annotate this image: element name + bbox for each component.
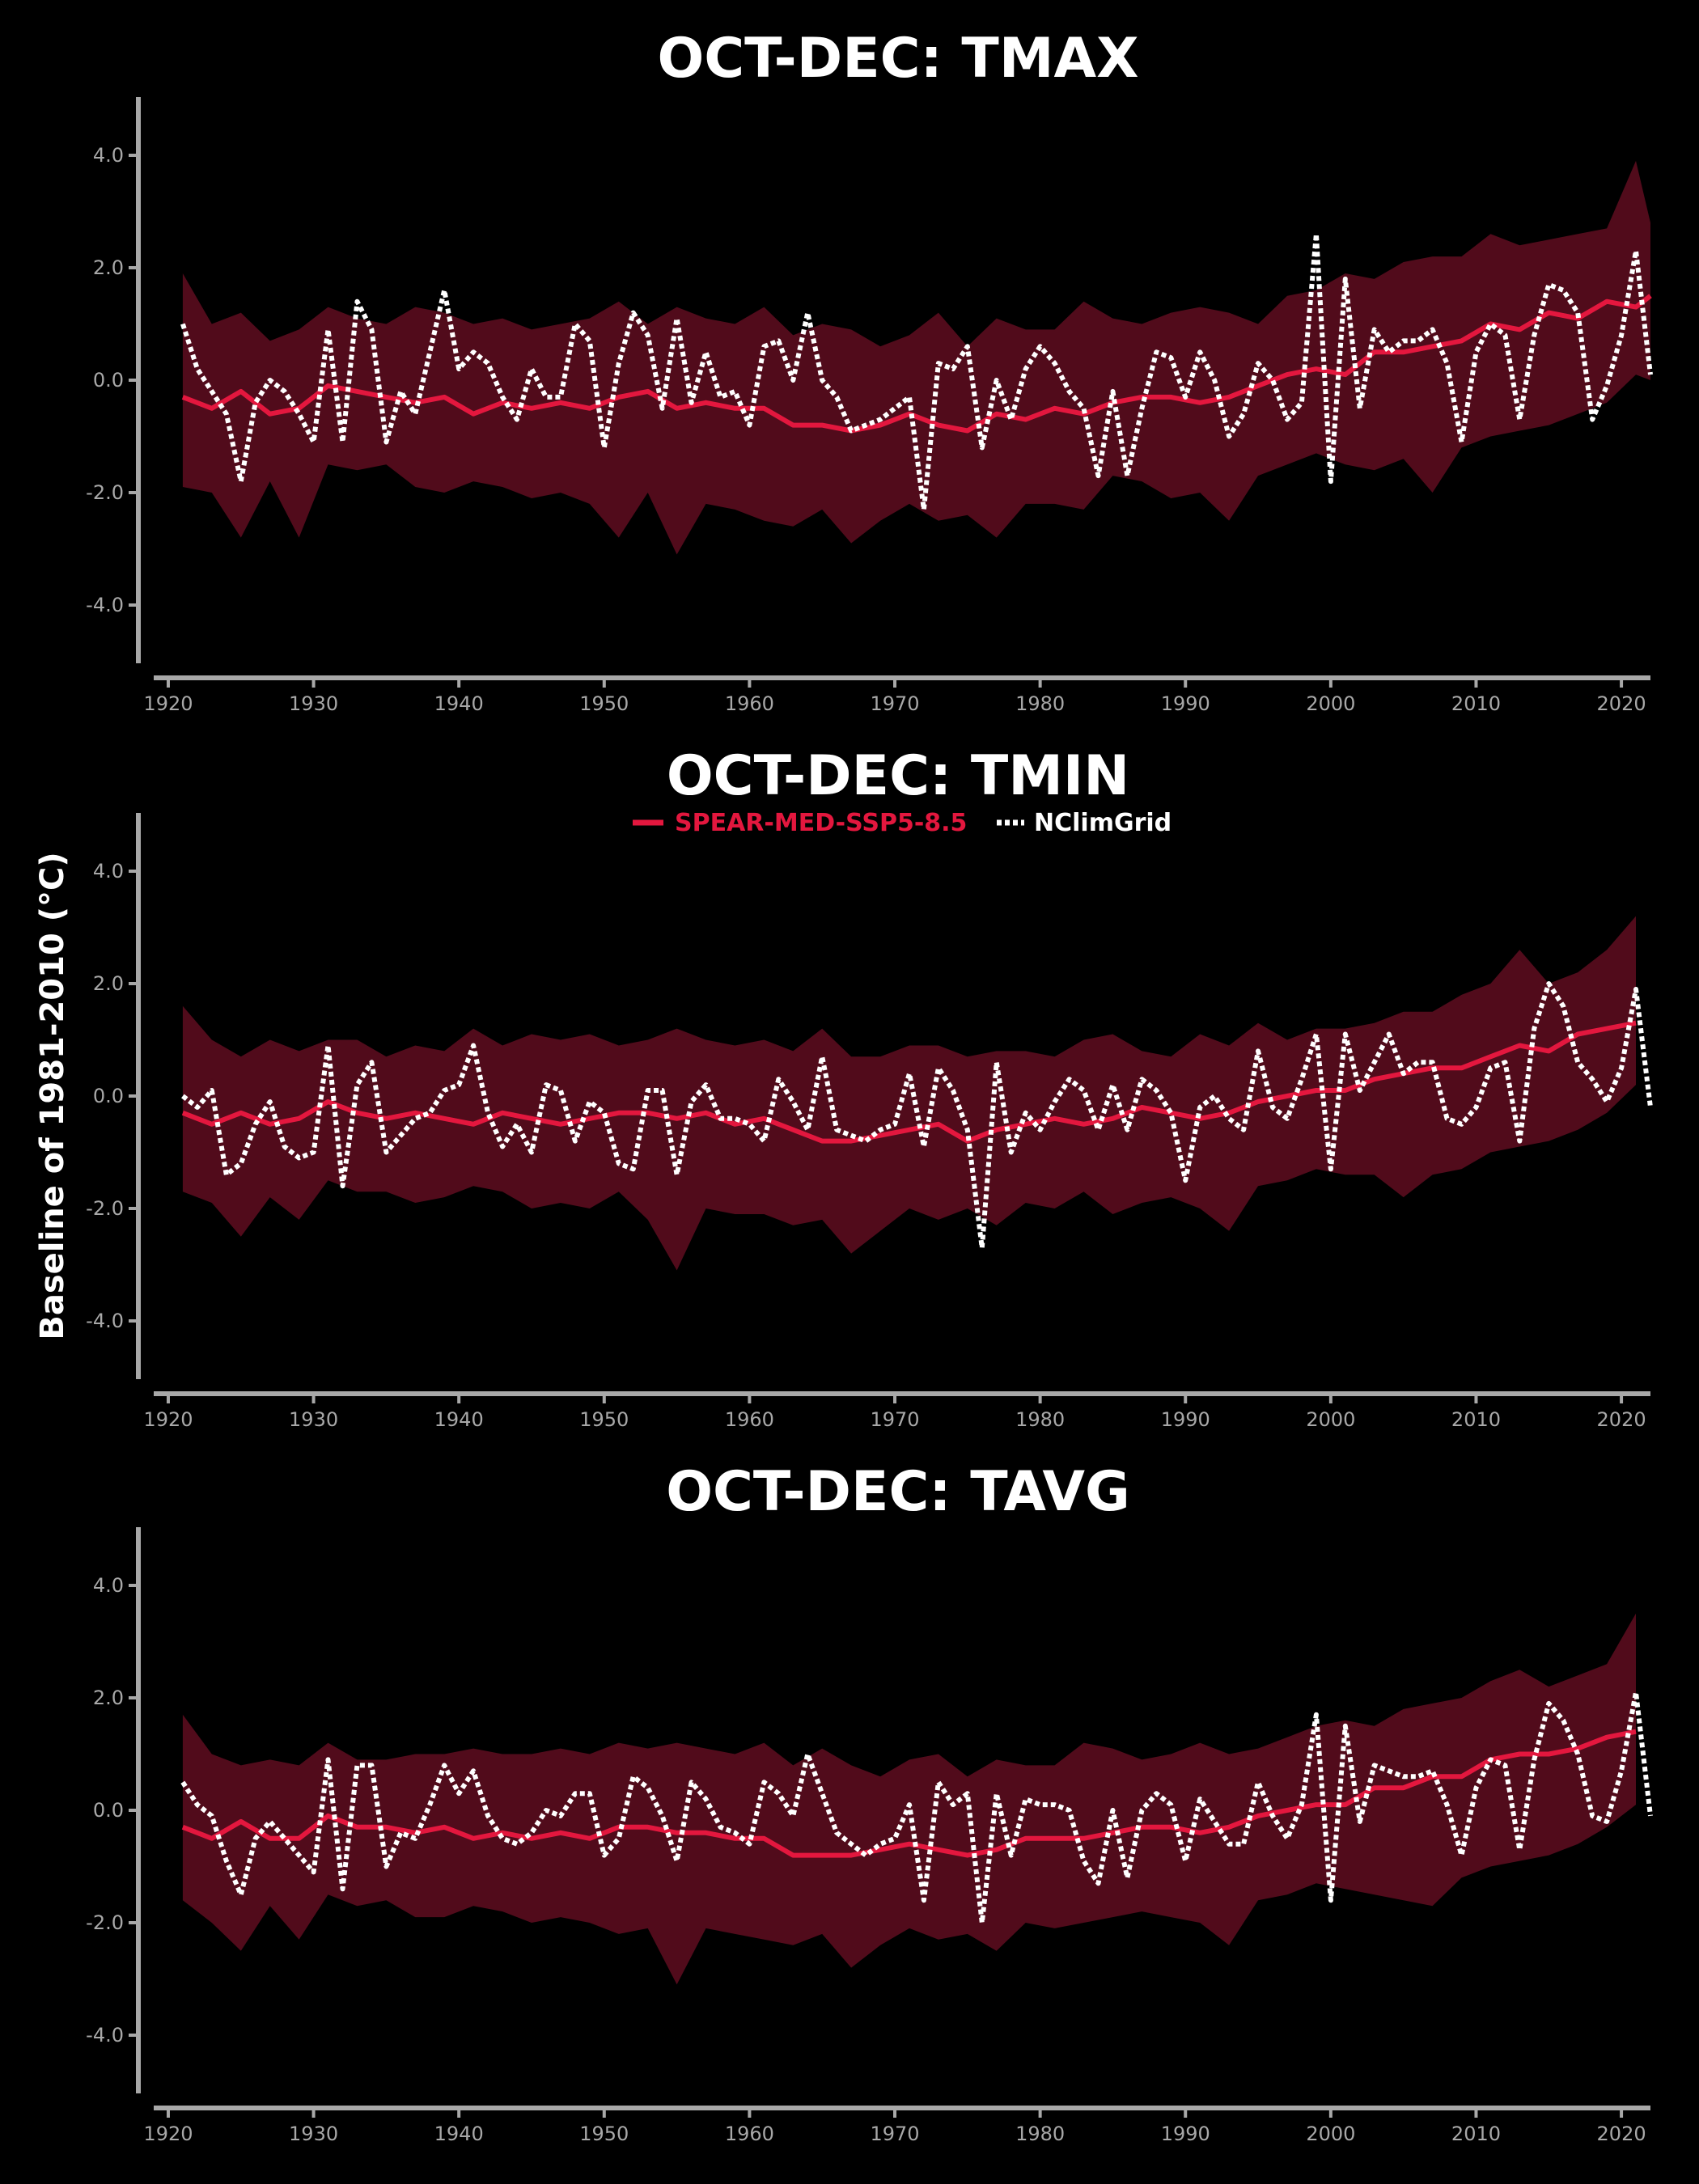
x-tick-label: 1970 xyxy=(870,2123,919,2145)
x-tick-label: 1950 xyxy=(579,2123,629,2145)
y-tick-label: -2.0 xyxy=(86,481,124,504)
x-tick-label: 1960 xyxy=(725,2123,774,2145)
x-tick-label: 1930 xyxy=(289,2123,338,2145)
x-tick-label: 2000 xyxy=(1306,692,1355,715)
x-tick-label: 2020 xyxy=(1597,692,1646,715)
x-tick-label: 1970 xyxy=(870,1408,919,1431)
x-tick-label: 1990 xyxy=(1161,692,1210,715)
x-tick-label: 1920 xyxy=(143,2123,193,2145)
panel-title-tavg: OCT-DEC: TAVG xyxy=(666,1460,1130,1524)
y-tick-label: 2.0 xyxy=(93,256,124,279)
x-tick-label: 1940 xyxy=(434,692,484,715)
y-tick-label: -2.0 xyxy=(86,1197,124,1220)
x-tick-label: 1990 xyxy=(1161,2123,1210,2145)
panel-title-tmin: OCT-DEC: TMIN xyxy=(667,744,1129,808)
y-tick-label: -4.0 xyxy=(86,594,124,616)
y-tick-label: 0.0 xyxy=(93,1799,124,1822)
x-tick-label: 1980 xyxy=(1015,1408,1065,1431)
x-tick-label: 2010 xyxy=(1451,1408,1501,1431)
x-tick-label: 2000 xyxy=(1306,1408,1355,1431)
y-axis-label: Baseline of 1981-2010 (°C) xyxy=(34,852,71,1340)
legend-model-label: SPEAR-MED-SSP5-8.5 xyxy=(675,809,967,837)
y-tick-label: 0.0 xyxy=(93,369,124,392)
y-tick-label: 2.0 xyxy=(93,972,124,995)
x-tick-label: 2010 xyxy=(1451,692,1501,715)
x-tick-label: 1970 xyxy=(870,692,919,715)
panel-title-tmax: OCT-DEC: TMAX xyxy=(657,27,1138,91)
y-tick-label: 4.0 xyxy=(93,144,124,167)
legend-obs-label: NClimGrid xyxy=(1034,809,1172,837)
y-tick-label: -4.0 xyxy=(86,1310,124,1332)
legend: SPEAR-MED-SSP5-8.5 NClimGrid xyxy=(633,809,1172,837)
x-tick-label: 1980 xyxy=(1015,692,1065,715)
x-tick-label: 1920 xyxy=(143,692,193,715)
y-tick-label: 2.0 xyxy=(93,1687,124,1709)
x-tick-label: 2010 xyxy=(1451,2123,1501,2145)
x-tick-label: 2020 xyxy=(1597,2123,1646,2145)
x-tick-label: 1940 xyxy=(434,2123,484,2145)
x-tick-label: 1940 xyxy=(434,1408,484,1431)
x-tick-label: 1990 xyxy=(1161,1408,1210,1431)
x-tick-label: 1930 xyxy=(289,1408,338,1431)
y-tick-label: -2.0 xyxy=(86,1911,124,1934)
x-tick-label: 1960 xyxy=(725,692,774,715)
y-tick-label: -4.0 xyxy=(86,2024,124,2046)
x-tick-label: 2020 xyxy=(1597,1408,1646,1431)
y-tick-label: 4.0 xyxy=(93,1574,124,1597)
x-tick-label: 1950 xyxy=(579,692,629,715)
x-tick-label: 1960 xyxy=(725,1408,774,1431)
y-tick-label: 4.0 xyxy=(93,860,124,882)
y-tick-label: 0.0 xyxy=(93,1085,124,1107)
x-tick-label: 1950 xyxy=(579,1408,629,1431)
x-tick-label: 1980 xyxy=(1015,2123,1065,2145)
x-tick-label: 2000 xyxy=(1306,2123,1355,2145)
x-tick-label: 1920 xyxy=(143,1408,193,1431)
x-tick-label: 1930 xyxy=(289,692,338,715)
